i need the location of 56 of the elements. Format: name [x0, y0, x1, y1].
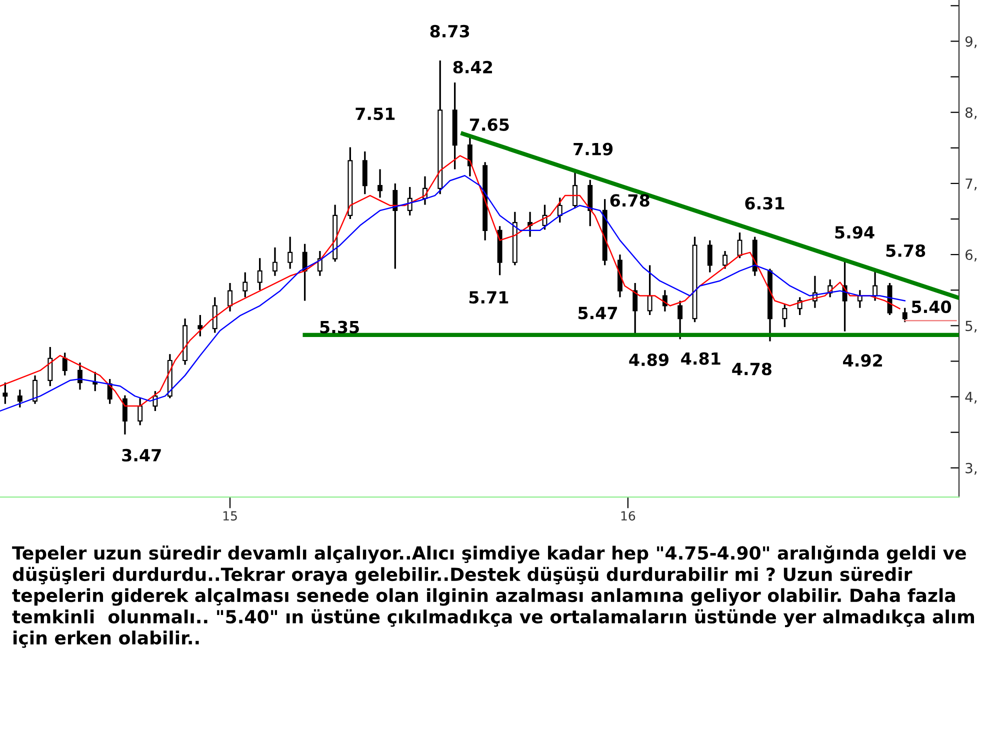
candlestick — [662, 289, 668, 312]
candlestick — [467, 136, 472, 178]
annotation: 4.81 — [681, 352, 720, 365]
candlestick — [392, 182, 398, 270]
candlestick — [707, 240, 712, 274]
annotation: 5.40 — [912, 300, 952, 314]
annotation: 5.47 — [578, 306, 617, 320]
y-tick-label: 8, — [965, 107, 976, 120]
text: Tepeler uzun süredir devamlı alçalıyor..Alıcı şimdiye kadar hep "4.75-4.90" aralığında geldi ve düşüşleri durdurdu..Tekrar oraya gelebilir..Destek düşüşü durdurabilir mi ? Uzun süredir tepelerin giderek alçalması senede olan ilginin azalması anlamına geliyor olabilir. Daha fazla temkinli olunmalı.. "5.40" ın üstüne çıkılmadıkça ve ortalamaların üstünde yer almadıkça alım için erken olabilir.. — [12, 545, 974, 648]
annotation: 5.71 — [469, 291, 508, 304]
y-tick-label: 4, — [965, 392, 976, 404]
candlestick — [632, 282, 638, 334]
annotation: 4.89 — [629, 353, 668, 366]
candlestick — [378, 168, 382, 199]
y-tick-label: 7, — [966, 178, 976, 190]
candlestick — [17, 388, 22, 408]
candlestick — [48, 346, 53, 387]
candlestick — [272, 246, 278, 277]
candlestick — [228, 282, 232, 312]
y-tick-label: 5, — [966, 320, 976, 333]
candlestick — [62, 352, 68, 376]
candlestick — [242, 272, 248, 298]
candlestick — [32, 374, 38, 405]
y-tick-label: 9, — [965, 36, 976, 48]
candlestick — [722, 250, 728, 270]
x-tick-label: 15 — [223, 511, 237, 521]
candlestick — [2, 382, 8, 405]
annotation: 7.65 — [470, 118, 509, 131]
annotation: 4.78 — [732, 362, 772, 376]
y-tick-label: 3, — [966, 462, 976, 475]
candlestick — [557, 196, 562, 224]
candlestick — [122, 394, 128, 436]
candlestick — [288, 236, 293, 270]
annotation: 5.78 — [886, 244, 926, 257]
annotation: 7.19 — [574, 142, 613, 156]
annotation: 6.78 — [610, 194, 650, 207]
annotation: 8.73 — [430, 24, 470, 38]
candlestick — [138, 397, 143, 426]
candlestick — [647, 264, 652, 316]
annotation: 7.51 — [356, 108, 395, 120]
candlestick — [902, 307, 908, 323]
candlestick — [782, 303, 788, 328]
candlestick — [212, 296, 218, 334]
candlestick — [92, 371, 98, 392]
annotation: 6.31 — [745, 196, 784, 210]
candlestick — [78, 362, 82, 390]
candlestick — [678, 300, 683, 340]
annotation: 8.42 — [453, 60, 492, 74]
x-tick-label: 16 — [621, 511, 636, 521]
annotation: 5.35 — [320, 320, 359, 334]
annotation: 3.47 — [122, 448, 161, 462]
annotation: 5.94 — [835, 226, 874, 239]
candlestick — [198, 314, 203, 338]
annotation: 4.92 — [843, 354, 882, 367]
y-tick-label: 6, — [966, 250, 976, 262]
candlestick — [257, 257, 262, 291]
